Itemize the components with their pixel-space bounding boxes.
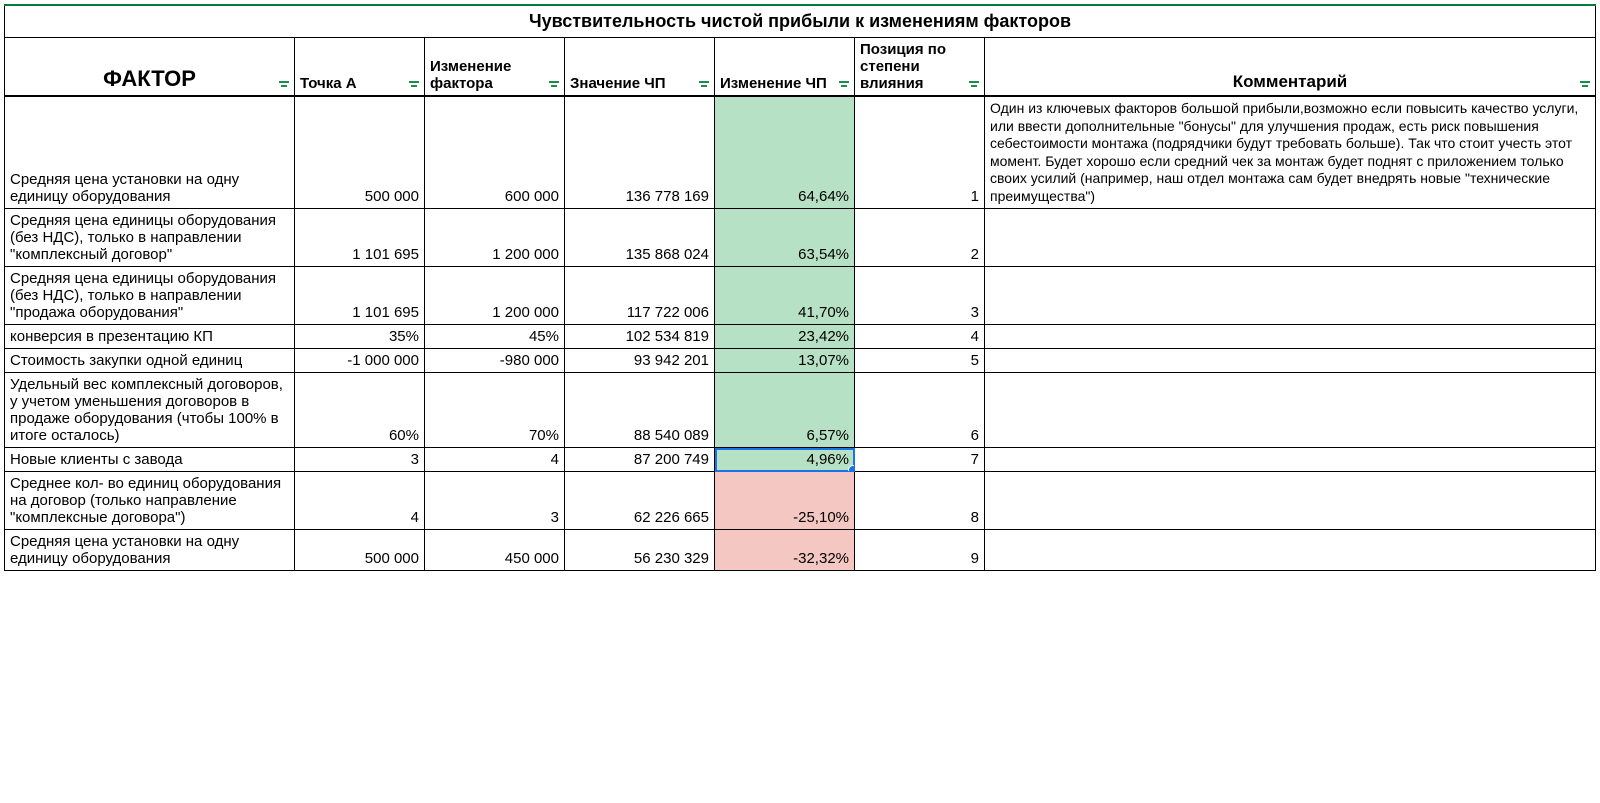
col-header-factor[interactable]: ФАКТОР — [5, 38, 295, 97]
cell-factor[interactable]: Средняя цена установки на одну единицу о… — [5, 96, 295, 209]
col-header-comment-label: Комментарий — [990, 72, 1590, 92]
cell-valueCP[interactable]: 88 540 089 — [565, 373, 715, 448]
cell-changeCP[interactable]: 6,57% — [715, 373, 855, 448]
cell-change[interactable]: 1 200 000 — [425, 267, 565, 325]
table-row: Удельный вес комплексный договоров, у уч… — [5, 373, 1596, 448]
cell-position[interactable]: 4 — [855, 325, 985, 349]
table-row: Средняя цена единицы оборудования (без Н… — [5, 267, 1596, 325]
col-header-changeCP-label: Изменение ЧП — [720, 75, 827, 92]
cell-comment[interactable] — [985, 373, 1596, 448]
cell-changeCP[interactable]: 13,07% — [715, 349, 855, 373]
cell-changeCP[interactable]: 64,64% — [715, 96, 855, 209]
cell-changeCP[interactable]: 63,54% — [715, 209, 855, 267]
col-header-pointA[interactable]: Точка А — [295, 38, 425, 97]
cell-pointA[interactable]: 1 101 695 — [295, 209, 425, 267]
cell-changeCP[interactable]: -25,10% — [715, 472, 855, 530]
table-title: Чувствительность чистой прибыли к измене… — [5, 5, 1596, 38]
cell-valueCP[interactable]: 93 942 201 — [565, 349, 715, 373]
cell-changeCP[interactable]: 4,96% — [715, 448, 855, 472]
cell-pointA[interactable]: -1 000 000 — [295, 349, 425, 373]
cell-factor[interactable]: Стоимость закупки одной единиц — [5, 349, 295, 373]
table-row: конверсия в презентацию КП35%45%102 534 … — [5, 325, 1596, 349]
filter-icon[interactable] — [1579, 81, 1591, 91]
col-header-factor-label: ФАКТОР — [10, 66, 289, 92]
table-row: Новые клиенты с завода3487 200 7494,96%7 — [5, 448, 1596, 472]
sensitivity-table: Чувствительность чистой прибыли к измене… — [4, 4, 1596, 571]
cell-pointA[interactable]: 500 000 — [295, 530, 425, 571]
cell-valueCP[interactable]: 87 200 749 — [565, 448, 715, 472]
cell-factor[interactable]: конверсия в презентацию КП — [5, 325, 295, 349]
cell-change[interactable]: 70% — [425, 373, 565, 448]
col-header-changeCP[interactable]: Изменение ЧП — [715, 38, 855, 97]
table-row: Средняя цена установки на одну единицу о… — [5, 530, 1596, 571]
cell-change[interactable]: 4 — [425, 448, 565, 472]
col-header-pointA-label: Точка А — [300, 75, 357, 92]
cell-pointA[interactable]: 500 000 — [295, 96, 425, 209]
cell-position[interactable]: 7 — [855, 448, 985, 472]
cell-comment[interactable] — [985, 448, 1596, 472]
cell-valueCP[interactable]: 102 534 819 — [565, 325, 715, 349]
cell-position[interactable]: 3 — [855, 267, 985, 325]
cell-factor[interactable]: Средняя цена установки на одну единицу о… — [5, 530, 295, 571]
cell-pointA[interactable]: 4 — [295, 472, 425, 530]
col-header-position[interactable]: Позиция по степени влияния — [855, 38, 985, 97]
cell-comment[interactable] — [985, 267, 1596, 325]
cell-change[interactable]: 45% — [425, 325, 565, 349]
cell-comment[interactable] — [985, 472, 1596, 530]
cell-position[interactable]: 2 — [855, 209, 985, 267]
cell-change[interactable]: 1 200 000 — [425, 209, 565, 267]
cell-position[interactable]: 5 — [855, 349, 985, 373]
col-header-valueCP[interactable]: Значение ЧП — [565, 38, 715, 97]
col-header-valueCP-label: Значение ЧП — [570, 75, 666, 92]
cell-changeCP[interactable]: 23,42% — [715, 325, 855, 349]
cell-change[interactable]: 3 — [425, 472, 565, 530]
table-body: Средняя цена установки на одну единицу о… — [5, 96, 1596, 571]
cell-pointA[interactable]: 60% — [295, 373, 425, 448]
cell-valueCP[interactable]: 136 778 169 — [565, 96, 715, 209]
col-header-comment[interactable]: Комментарий — [985, 38, 1596, 97]
cell-comment[interactable] — [985, 530, 1596, 571]
cell-comment[interactable] — [985, 209, 1596, 267]
cell-comment[interactable] — [985, 349, 1596, 373]
filter-icon[interactable] — [698, 81, 710, 91]
table-row: Средняя цена установки на одну единицу о… — [5, 96, 1596, 209]
cell-comment[interactable] — [985, 325, 1596, 349]
cell-factor[interactable]: Средняя цена единицы оборудования (без Н… — [5, 267, 295, 325]
cell-change[interactable]: 450 000 — [425, 530, 565, 571]
cell-factor[interactable]: Среднее кол- во единиц оборудования на д… — [5, 472, 295, 530]
cell-pointA[interactable]: 1 101 695 — [295, 267, 425, 325]
col-header-position-label: Позиция по степени влияния — [860, 41, 946, 92]
filter-icon[interactable] — [278, 81, 290, 91]
cell-position[interactable]: 8 — [855, 472, 985, 530]
cell-valueCP[interactable]: 135 868 024 — [565, 209, 715, 267]
cell-pointA[interactable]: 35% — [295, 325, 425, 349]
filter-icon[interactable] — [838, 81, 850, 91]
table-row: Стоимость закупки одной единиц-1 000 000… — [5, 349, 1596, 373]
cell-valueCP[interactable]: 56 230 329 — [565, 530, 715, 571]
cell-valueCP[interactable]: 62 226 665 — [565, 472, 715, 530]
cell-factor[interactable]: Новые клиенты с завода — [5, 448, 295, 472]
filter-icon[interactable] — [548, 81, 560, 91]
cell-factor[interactable]: Средняя цена единицы оборудования (без Н… — [5, 209, 295, 267]
filter-icon[interactable] — [408, 81, 420, 91]
table-row: Среднее кол- во единиц оборудования на д… — [5, 472, 1596, 530]
cell-changeCP[interactable]: 41,70% — [715, 267, 855, 325]
cell-change[interactable]: 600 000 — [425, 96, 565, 209]
cell-comment[interactable]: Один из ключевых факторов большой прибыл… — [985, 96, 1596, 209]
col-header-change-label: Изменение фактора — [430, 58, 511, 92]
cell-changeCP[interactable]: -32,32% — [715, 530, 855, 571]
cell-position[interactable]: 1 — [855, 96, 985, 209]
cell-position[interactable]: 9 — [855, 530, 985, 571]
cell-pointA[interactable]: 3 — [295, 448, 425, 472]
filter-icon[interactable] — [968, 81, 980, 91]
col-header-change[interactable]: Изменение фактора — [425, 38, 565, 97]
cell-change[interactable]: -980 000 — [425, 349, 565, 373]
cell-factor[interactable]: Удельный вес комплексный договоров, у уч… — [5, 373, 295, 448]
cell-position[interactable]: 6 — [855, 373, 985, 448]
table-row: Средняя цена единицы оборудования (без Н… — [5, 209, 1596, 267]
cell-valueCP[interactable]: 117 722 006 — [565, 267, 715, 325]
